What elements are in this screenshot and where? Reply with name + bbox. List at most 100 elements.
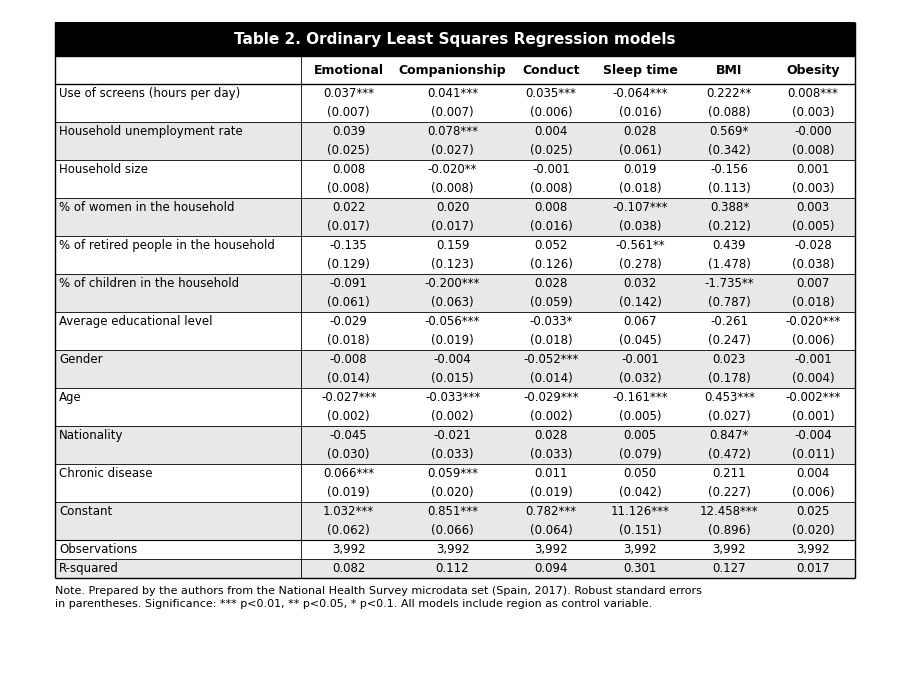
Text: (0.038): (0.038) [792, 258, 834, 271]
Text: (0.001): (0.001) [792, 410, 834, 423]
Text: 0.008: 0.008 [332, 163, 365, 176]
Text: (0.064): (0.064) [530, 524, 572, 537]
Text: (0.019): (0.019) [530, 486, 572, 499]
Text: 0.050: 0.050 [624, 467, 657, 480]
Bar [55, 407, 855, 426]
Text: 0.041***: 0.041*** [427, 87, 478, 100]
Text: 0.008: 0.008 [535, 201, 568, 214]
Text: -0.000: -0.000 [795, 125, 832, 138]
Text: 0.569*: 0.569* [709, 125, 749, 138]
Text: (0.002): (0.002) [530, 410, 572, 423]
Text: 0.388*: 0.388* [710, 201, 749, 214]
Text: (0.014): (0.014) [328, 372, 370, 385]
Text: 0.082: 0.082 [332, 562, 365, 575]
Bar [55, 103, 855, 122]
Text: (0.142): (0.142) [619, 296, 662, 309]
Text: Gender: Gender [59, 353, 103, 366]
Bar [55, 179, 855, 198]
Text: -0.107***: -0.107*** [613, 201, 668, 214]
Text: 0.028: 0.028 [535, 429, 568, 442]
Text: (0.063): (0.063) [431, 296, 473, 309]
Bar [55, 293, 855, 312]
Text: -0.091: -0.091 [329, 277, 367, 290]
Text: 0.004: 0.004 [535, 125, 568, 138]
Text: Age: Age [59, 391, 82, 404]
Text: (0.033): (0.033) [431, 448, 473, 461]
Text: Note. Prepared by the authors from the National Health Survey microdata set (Spa: Note. Prepared by the authors from the N… [55, 586, 702, 596]
Text: 0.004: 0.004 [796, 467, 830, 480]
Text: (0.006): (0.006) [530, 106, 572, 119]
Text: (0.006): (0.006) [792, 486, 834, 499]
Text: 0.453***: 0.453*** [704, 391, 755, 404]
Text: (0.008): (0.008) [431, 182, 473, 195]
Text: -0.004: -0.004 [794, 429, 832, 442]
Text: in parentheses. Significance: *** p<0.01, ** p<0.05, * p<0.1. All models include: in parentheses. Significance: *** p<0.01… [55, 599, 652, 609]
Text: (0.016): (0.016) [530, 220, 572, 233]
Text: 0.847*: 0.847* [709, 429, 749, 442]
Text: (0.019): (0.019) [431, 334, 474, 347]
Text: 0.003: 0.003 [796, 201, 830, 214]
Text: 0.020: 0.020 [436, 201, 469, 214]
Text: 12.458***: 12.458*** [700, 505, 759, 518]
Text: -0.045: -0.045 [329, 429, 367, 442]
Text: 0.008***: 0.008*** [788, 87, 839, 100]
Text: 0.301: 0.301 [624, 562, 657, 575]
Text: (0.472): (0.472) [708, 448, 751, 461]
Text: (0.018): (0.018) [792, 296, 834, 309]
Text: -1.735**: -1.735** [705, 277, 754, 290]
Text: 11.126***: 11.126*** [611, 505, 670, 518]
Text: Household size: Household size [59, 163, 148, 176]
Text: Use of screens (hours per day): Use of screens (hours per day) [59, 87, 240, 100]
Text: (0.002): (0.002) [328, 410, 370, 423]
Text: (0.113): (0.113) [708, 182, 751, 195]
Text: 0.439: 0.439 [713, 239, 746, 252]
Bar [55, 559, 855, 578]
Bar [55, 160, 855, 179]
Text: (0.896): (0.896) [708, 524, 751, 537]
Text: 0.112: 0.112 [436, 562, 469, 575]
Text: (0.027): (0.027) [708, 410, 751, 423]
Text: (0.151): (0.151) [619, 524, 662, 537]
Bar [55, 388, 855, 407]
Text: (1.478): (1.478) [708, 258, 751, 271]
Text: (0.178): (0.178) [708, 372, 751, 385]
Text: -0.052***: -0.052*** [524, 353, 579, 366]
Text: 3,992: 3,992 [436, 543, 469, 556]
Text: -0.001: -0.001 [794, 353, 832, 366]
Text: (0.066): (0.066) [431, 524, 474, 537]
Text: Sleep time: Sleep time [603, 64, 678, 77]
Text: 0.127: 0.127 [713, 562, 746, 575]
Text: (0.016): (0.016) [619, 106, 662, 119]
Text: 3,992: 3,992 [796, 543, 830, 556]
Text: Observations: Observations [59, 543, 137, 556]
Text: (0.247): (0.247) [708, 334, 751, 347]
Text: -0.020**: -0.020** [428, 163, 477, 176]
Text: (0.278): (0.278) [619, 258, 662, 271]
Text: (0.003): (0.003) [792, 106, 834, 119]
Text: 0.782***: 0.782*** [526, 505, 577, 518]
Bar [55, 540, 855, 559]
Text: (0.061): (0.061) [619, 144, 662, 157]
Text: -0.135: -0.135 [329, 239, 367, 252]
Text: 0.007: 0.007 [796, 277, 830, 290]
Text: R-squared: R-squared [59, 562, 119, 575]
Text: (0.038): (0.038) [619, 220, 662, 233]
Text: -0.020***: -0.020*** [786, 315, 841, 328]
Text: -0.200***: -0.200*** [425, 277, 481, 290]
Text: (0.005): (0.005) [619, 410, 662, 423]
Text: 0.011: 0.011 [535, 467, 568, 480]
Text: 0.159: 0.159 [436, 239, 469, 252]
Text: 3,992: 3,992 [332, 543, 365, 556]
Text: 0.094: 0.094 [535, 562, 568, 575]
Text: (0.014): (0.014) [530, 372, 572, 385]
Text: Table 2. Ordinary Least Squares Regression models: Table 2. Ordinary Least Squares Regressi… [234, 32, 676, 47]
Text: (0.042): (0.042) [619, 486, 662, 499]
Bar [55, 274, 855, 293]
Text: (0.062): (0.062) [328, 524, 370, 537]
Text: -0.029: -0.029 [329, 315, 367, 328]
Text: 0.037***: 0.037*** [323, 87, 374, 100]
Text: 0.851***: 0.851*** [427, 505, 478, 518]
Text: Obesity: Obesity [787, 64, 840, 77]
Text: 0.017: 0.017 [796, 562, 830, 575]
Bar [55, 464, 855, 483]
